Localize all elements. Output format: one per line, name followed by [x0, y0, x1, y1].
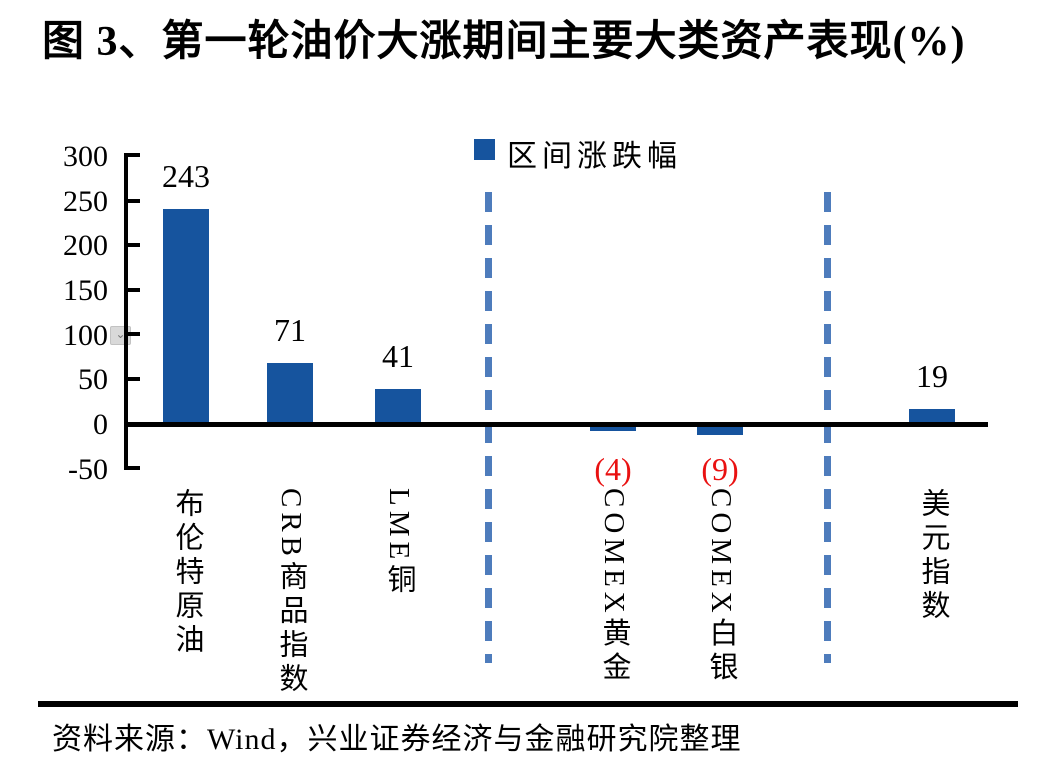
y-axis-tick — [124, 243, 140, 247]
figure-title: 图 3、第一轮油价大涨期间主要大类资产表现(%) — [42, 19, 966, 65]
bar-value-label-negative: (4) — [594, 451, 632, 487]
y-axis-tick — [124, 153, 140, 157]
category-label-comex-gold: COMEX黄金 — [598, 488, 630, 686]
y-axis-tick-label: -50 — [68, 453, 108, 486]
y-axis-tick — [124, 288, 140, 292]
bar-value-label: 19 — [916, 358, 948, 394]
legend-swatch-icon — [474, 139, 495, 160]
y-axis-tick — [124, 466, 140, 470]
category-label-crb-index: CRB商品指数 — [275, 488, 307, 698]
bar-brent-crude — [163, 209, 209, 426]
bar-value-label: 243 — [162, 158, 210, 194]
separator-dashed-line — [485, 192, 492, 663]
y-axis-tick-label: 100 — [63, 319, 108, 352]
bar-value-label: 41 — [382, 338, 414, 374]
category-label-brent-crude: 布伦特原油 — [171, 488, 203, 658]
bar-value-label: 71 — [274, 312, 306, 348]
y-axis-tick-label: 50 — [78, 363, 108, 396]
y-axis-tick-label: 0 — [93, 408, 108, 441]
bar-crb-index — [267, 363, 313, 426]
bar-value-label-negative: (9) — [701, 451, 739, 487]
y-axis-tick — [124, 377, 140, 381]
bar-comex-gold — [590, 427, 636, 431]
bar-usd-index — [909, 409, 955, 426]
bar-lme-copper — [375, 389, 421, 426]
y-axis-tick — [124, 199, 140, 203]
y-axis-tick-label: 300 — [63, 140, 108, 173]
bar-comex-silver — [697, 427, 743, 435]
y-axis-tick — [124, 332, 140, 336]
y-axis-line — [124, 153, 128, 470]
category-label-usd-index: 美元指数 — [917, 488, 949, 624]
x-axis-zero-line — [124, 422, 988, 427]
y-axis-tick-label: 200 — [63, 229, 108, 262]
source-note: 资料来源：Wind，兴业证券经济与金融研究院整理 — [52, 723, 742, 756]
category-label-lme-copper: LME铜 — [383, 488, 415, 599]
category-label-comex-silver: COMEX白银 — [705, 488, 737, 686]
y-axis-tick-label: 150 — [63, 274, 108, 307]
y-axis-tick-label: 250 — [63, 185, 108, 218]
legend-label: 区间涨跌幅 — [507, 140, 682, 173]
footer-divider — [38, 701, 1018, 707]
separator-dashed-line — [824, 192, 831, 663]
